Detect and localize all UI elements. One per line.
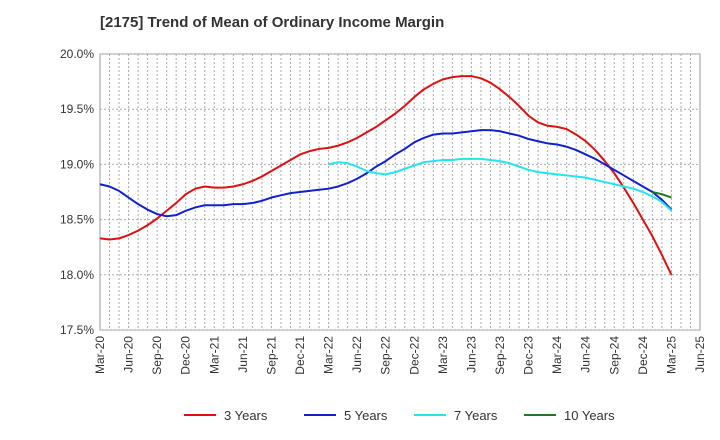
x-tick-label: Dec-23 [522, 336, 536, 375]
grid-lines-x [109, 54, 691, 330]
x-tick-label: Mar-25 [664, 336, 678, 374]
y-tick-label: 18.0% [60, 268, 94, 282]
x-tick-label: Jun-23 [464, 336, 478, 373]
x-axis-ticks: Mar-20 Jun-20 Sep-20 Dec-20 Mar-21 Jun-21 Sep-… [93, 336, 707, 375]
x-tick-label: Sep-20 [150, 336, 164, 375]
series-lines [99, 75, 673, 276]
x-tick-label: Mar-23 [436, 336, 450, 374]
y-tick-label: 17.5% [60, 323, 94, 337]
y-tick-label: 19.0% [60, 157, 94, 171]
x-tick-label: Jun-24 [579, 336, 593, 373]
x-tick-label: Sep-22 [379, 336, 393, 375]
legend-label-5-years: 5 Years [344, 408, 388, 423]
y-tick-label: 19.5% [60, 102, 94, 116]
series-line-5-years [99, 129, 673, 218]
x-tick-label: Jun-22 [350, 336, 364, 373]
x-tick-label: Mar-21 [207, 336, 221, 374]
x-tick-label: Mar-20 [93, 336, 107, 374]
y-axis-ticks: 20.0% 19.5% 19.0% 18.5% 18.0% 17.5% [60, 47, 94, 337]
x-tick-label: Dec-22 [407, 336, 421, 375]
y-tick-label: 20.0% [60, 47, 94, 61]
x-tick-label: Dec-24 [636, 336, 650, 375]
x-tick-label: Jun-21 [236, 336, 250, 373]
legend-label-7-years: 7 Years [454, 408, 498, 423]
x-tick-label: Dec-21 [293, 336, 307, 375]
x-tick-label: Jun-20 [122, 336, 136, 373]
x-tick-label: Jun-25 [693, 336, 707, 373]
series-line-7-years [328, 157, 673, 212]
legend-label-10-years: 10 Years [564, 408, 615, 423]
x-tick-label: Sep-23 [493, 336, 507, 375]
chart-title: [2175] Trend of Mean of Ordinary Income … [100, 14, 445, 31]
legend: 3 Years 5 Years 7 Years 10 Years [184, 408, 615, 423]
series-line-10-years [652, 191, 672, 199]
series-line-3-years [99, 75, 673, 276]
legend-label-3-years: 3 Years [224, 408, 268, 423]
x-tick-label: Mar-22 [322, 336, 336, 374]
grid-lines-y [100, 53, 700, 331]
x-tick-label: Dec-20 [179, 336, 193, 375]
x-tick-label: Mar-24 [550, 336, 564, 374]
x-tick-label: Sep-21 [264, 336, 278, 375]
plot-area [99, 53, 701, 331]
x-tick-label: Sep-24 [607, 336, 621, 375]
y-tick-label: 18.5% [60, 213, 94, 227]
